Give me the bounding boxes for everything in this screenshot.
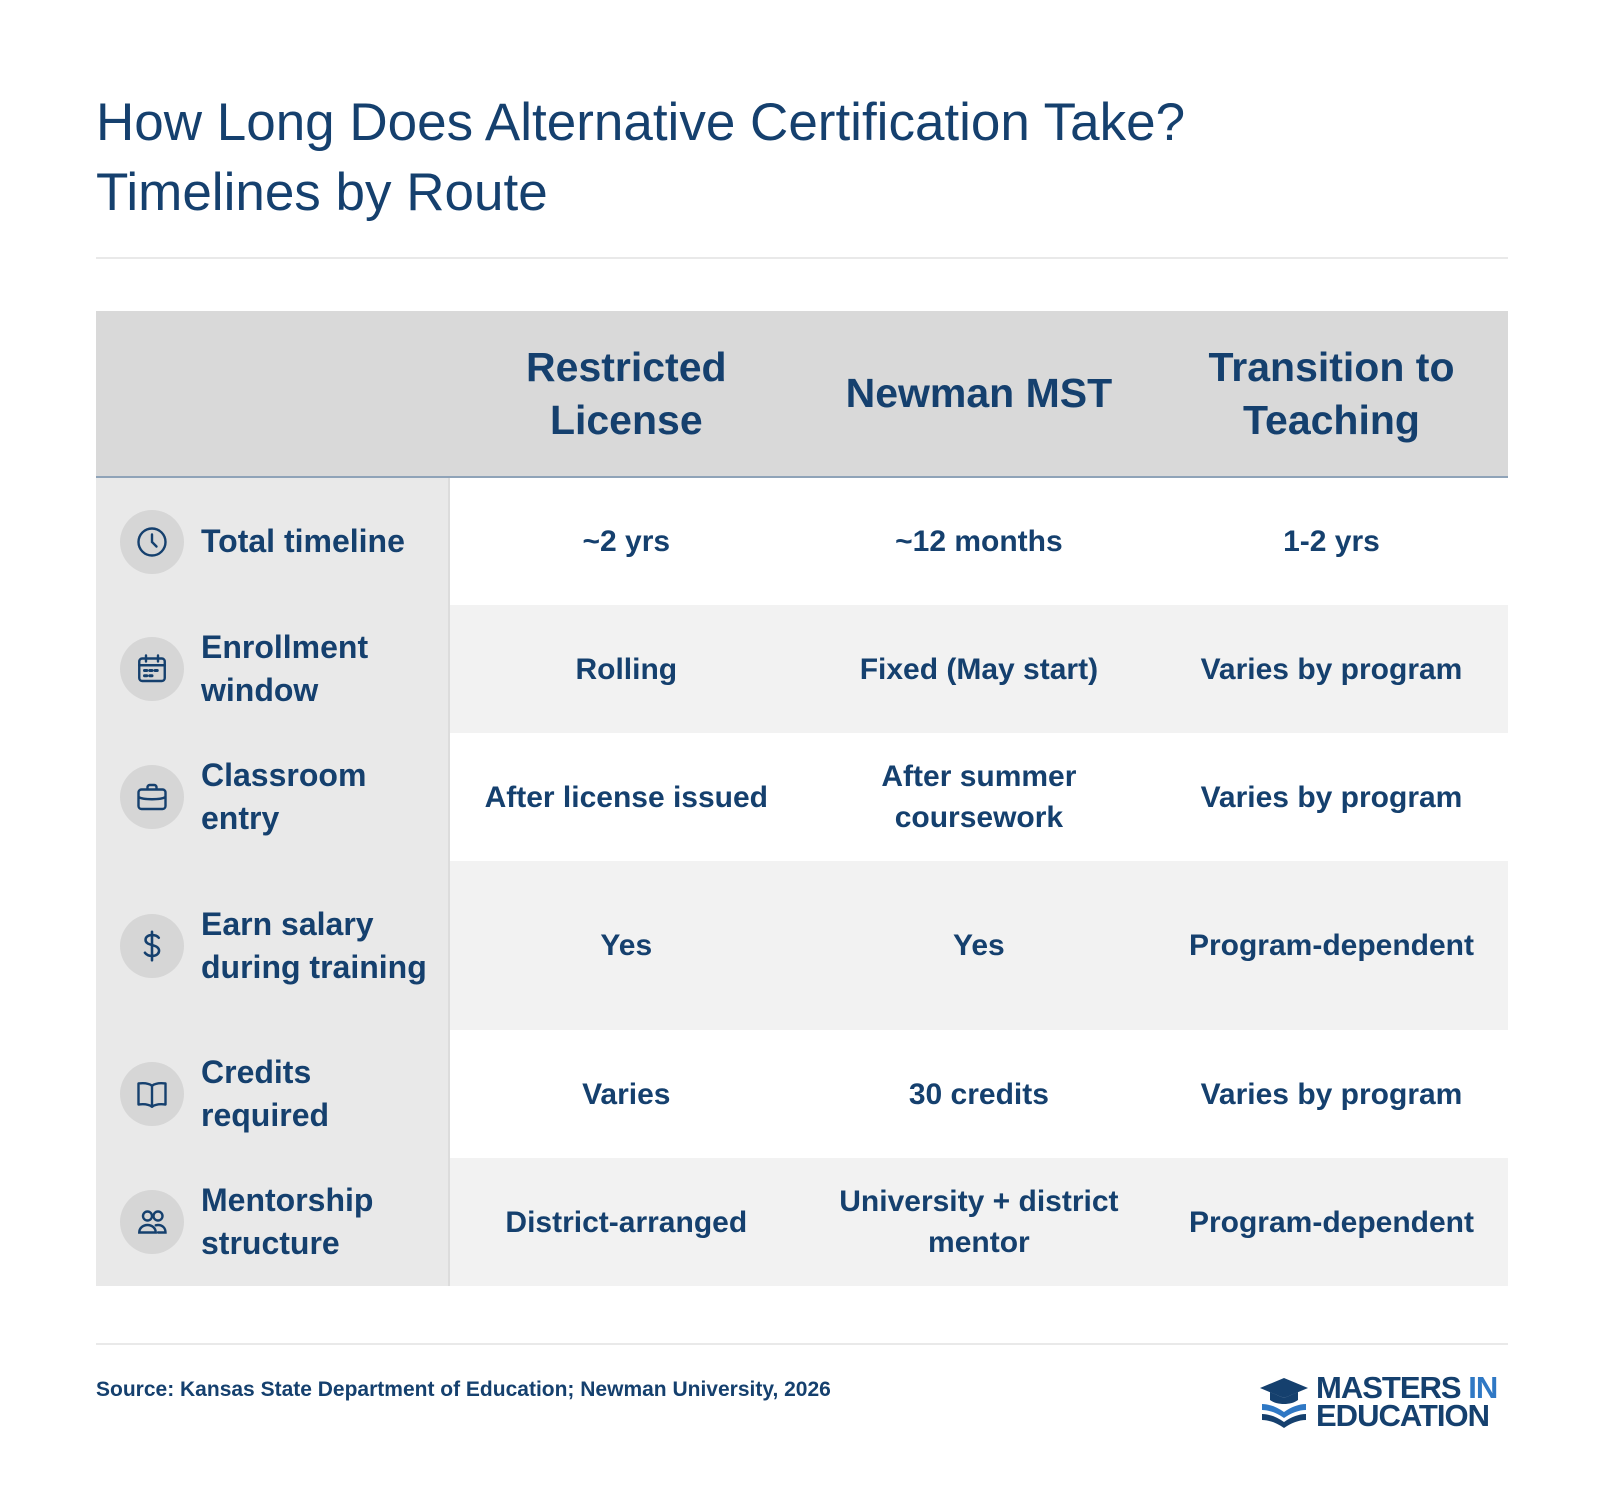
logo-word-education: EDUCATION [1316, 1398, 1490, 1433]
table-cell: Varies by program [1155, 605, 1508, 733]
row-label-text: Mentorship structure [201, 1182, 374, 1261]
logo-word-in: IN [1468, 1370, 1498, 1405]
title-line-1: How Long Does Alternative Certification … [96, 93, 1186, 152]
table-cell: ~12 months [802, 478, 1156, 605]
row-label-mentorship-structure: Mentorship structure [96, 1158, 450, 1286]
row-label-classroom-entry: Classroom entry [96, 733, 450, 861]
dollar-icon [120, 913, 184, 978]
page-title: How Long Does Alternative Certification … [96, 88, 1396, 228]
table-row: Total timeline ~2 yrs ~12 months 1-2 yrs [96, 478, 1508, 605]
comparison-table: Restricted License Newman MST Transition… [96, 311, 1508, 1286]
row-label-text: Earn salary during training [201, 905, 427, 985]
table-cell: 1-2 yrs [1155, 478, 1508, 605]
table-row: Earn salary during training Yes Yes Prog… [96, 861, 1508, 1030]
table-cell: District-arranged [450, 1158, 803, 1286]
row-label-credits-required: Credits required [96, 1030, 450, 1158]
table-row: Mentorship structure District-arranged U… [96, 1158, 1508, 1286]
table-cell: Fixed (May start) [802, 605, 1156, 733]
row-label-enrollment-window: Enrollment window [96, 605, 450, 733]
table-cell: Varies by program [1155, 733, 1508, 861]
row-label-text: Total timeline [201, 523, 405, 559]
graduation-cap-icon [1260, 1378, 1308, 1428]
table-header: Restricted License Newman MST Transition… [96, 311, 1508, 478]
column-header-newman-mst: Newman MST [845, 370, 1113, 416]
logo-wordmark: MASTERS IN EDUCATION [1316, 1372, 1498, 1433]
table-row: Enrollment window Rolling Fixed (May sta… [96, 605, 1508, 733]
table-cell: After license issued [450, 733, 803, 861]
bottom-divider [96, 1343, 1508, 1345]
row-label-text: Classroom entry [201, 757, 367, 836]
table-row: Classroom entry After license issued Aft… [96, 733, 1508, 861]
row-label-text: Enrollment window [201, 629, 369, 708]
row-label-earn-salary: Earn salary during training [96, 861, 450, 1030]
table-cell: Rolling [450, 605, 803, 733]
clock-icon [120, 509, 184, 574]
people-icon [120, 1190, 184, 1254]
row-label-total-timeline: Total timeline [96, 478, 450, 605]
column-header-restricted-license: Restricted License [526, 343, 727, 443]
table-cell: Yes [450, 861, 803, 1030]
header-corner [96, 311, 450, 476]
table-cell: Program-dependent [1155, 861, 1508, 1030]
row-label-text: Credits required [201, 1054, 330, 1133]
table-cell: Varies [450, 1030, 803, 1158]
top-divider [96, 257, 1508, 259]
source-note: Source: Kansas State Department of Educa… [96, 1378, 831, 1401]
column-header-transition-to-teaching: Transition to Teaching [1208, 343, 1455, 443]
table-cell: University + district mentor [802, 1158, 1156, 1286]
table-cell: Varies by program [1155, 1030, 1508, 1158]
masters-in-education-logo: MASTERS IN EDUCATION [1258, 1372, 1508, 1432]
calendar-icon [120, 637, 184, 701]
book-icon [120, 1062, 184, 1126]
table-cell: Program-dependent [1155, 1158, 1508, 1286]
logo-word-masters: MASTERS [1316, 1370, 1462, 1405]
table-row: Credits required Varies 30 credits Varie… [96, 1030, 1508, 1158]
briefcase-icon [120, 765, 184, 829]
table-cell: 30 credits [802, 1030, 1156, 1158]
title-line-2: Timelines by Route [96, 163, 548, 222]
table-cell: Yes [802, 861, 1156, 1030]
table-cell: ~2 yrs [450, 478, 803, 605]
table-cell: After summer coursework [802, 733, 1156, 861]
